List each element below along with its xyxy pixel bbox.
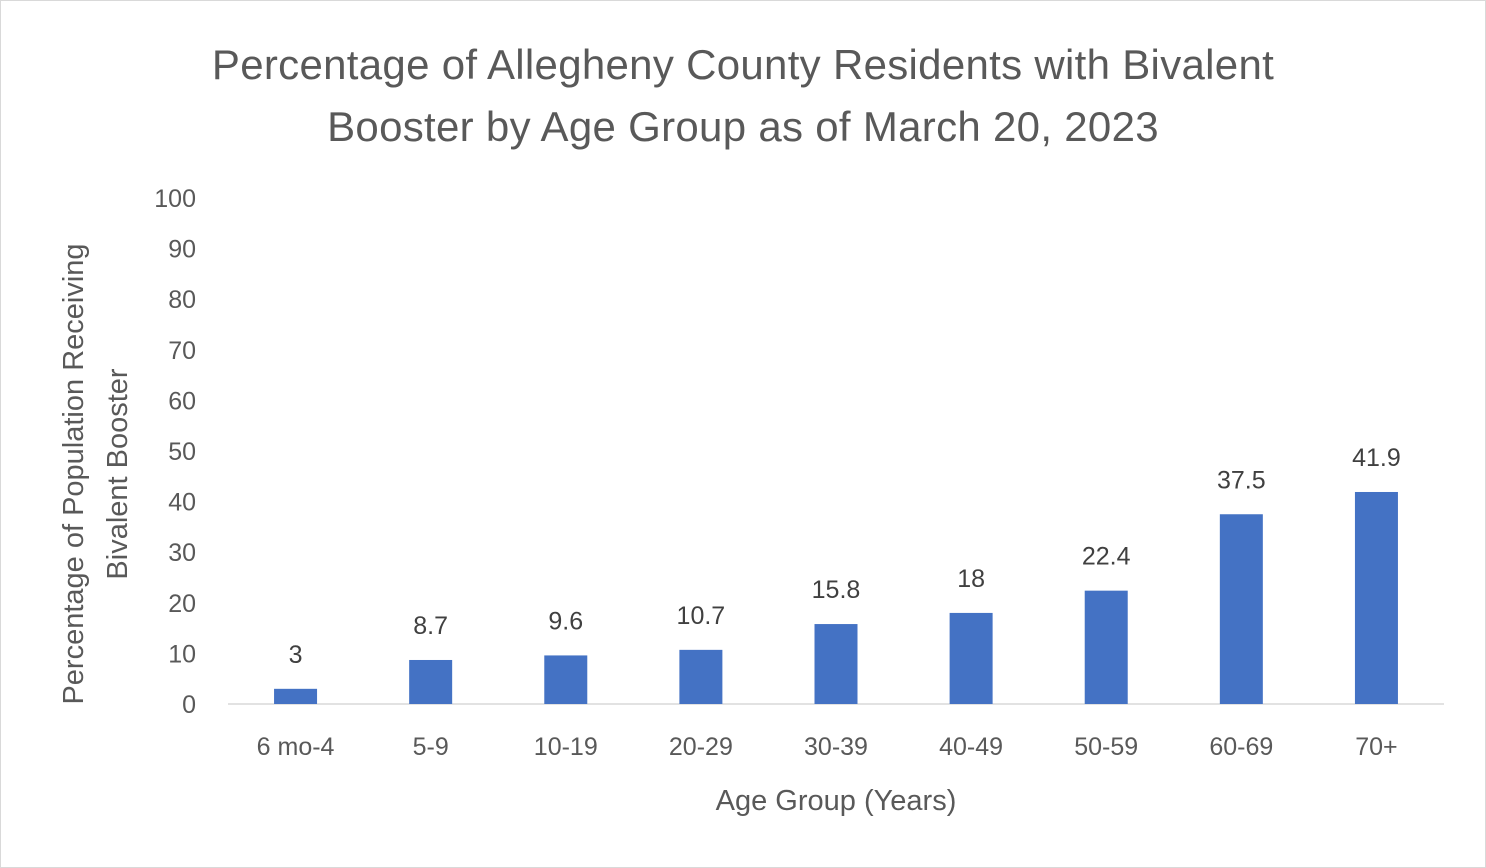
y-axis-title-line-1: Percentage of Population Receiving [58,243,90,704]
y-axis-title-line-2: Bivalent Booster [102,368,134,580]
x-tick-label: 40-49 [939,733,1003,761]
bar [679,649,723,704]
data-label: 15.8 [812,576,861,604]
y-tick-label: 40 [168,489,196,517]
bar [409,659,453,704]
y-tick-label: 0 [182,691,196,719]
y-tick-label: 90 [168,236,196,264]
x-tick-label: 10-19 [534,733,598,761]
data-label: 37.5 [1217,466,1266,494]
data-label: 22.4 [1082,543,1131,571]
data-label: 3 [289,641,303,669]
x-tick-label: 6 mo-4 [257,733,335,761]
y-tick-label: 60 [168,387,196,415]
bars [274,491,1398,704]
bar [544,655,588,704]
y-tick-label: 80 [168,286,196,314]
x-tick-label: 30-39 [804,733,868,761]
y-tick-label: 50 [168,438,196,466]
chart-title-line-2: Booster by Age Group as of March 20, 202… [327,103,1159,150]
data-label: 8.7 [413,612,448,640]
bar [949,612,993,704]
y-tick-label: 10 [168,640,196,668]
bar [814,624,858,704]
chart-title-line-1: Percentage of Allegheny County Residents… [211,41,1275,88]
y-axis-title: Percentage of Population Receiving Bival… [58,243,134,704]
bar [1084,590,1128,704]
x-axis-title: Age Group (Years) [716,785,957,817]
x-tick-label: 60-69 [1209,733,1273,761]
data-label: 10.7 [677,602,726,630]
data-labels: 3 8.7 9.6 10.7 15.8 18 22.4 37.5 41.9 [289,444,1401,669]
x-tick-label: 20-29 [669,733,733,761]
x-axis-ticks: 6 mo-4 5-9 10-19 20-29 30-39 40-49 50-59 60-69 7… [257,733,1398,761]
data-label: 9.6 [548,607,583,635]
x-tick-label: 5-9 [413,733,449,761]
y-tick-label: 20 [168,590,196,618]
bar [274,688,318,704]
data-label: 41.9 [1352,444,1401,472]
bar [1219,514,1263,704]
y-axis-ticks: 0 10 20 30 40 50 60 70 80 90 100 [154,185,196,719]
x-tick-label: 50-59 [1074,733,1138,761]
chart-title: Percentage of Allegheny County Residents… [0,34,1486,158]
bar [1354,491,1398,704]
data-label: 18 [957,565,985,593]
y-tick-label: 30 [168,539,196,567]
y-tick-label: 70 [168,337,196,365]
x-tick-label: 70+ [1355,733,1397,761]
y-tick-label: 100 [154,185,196,213]
